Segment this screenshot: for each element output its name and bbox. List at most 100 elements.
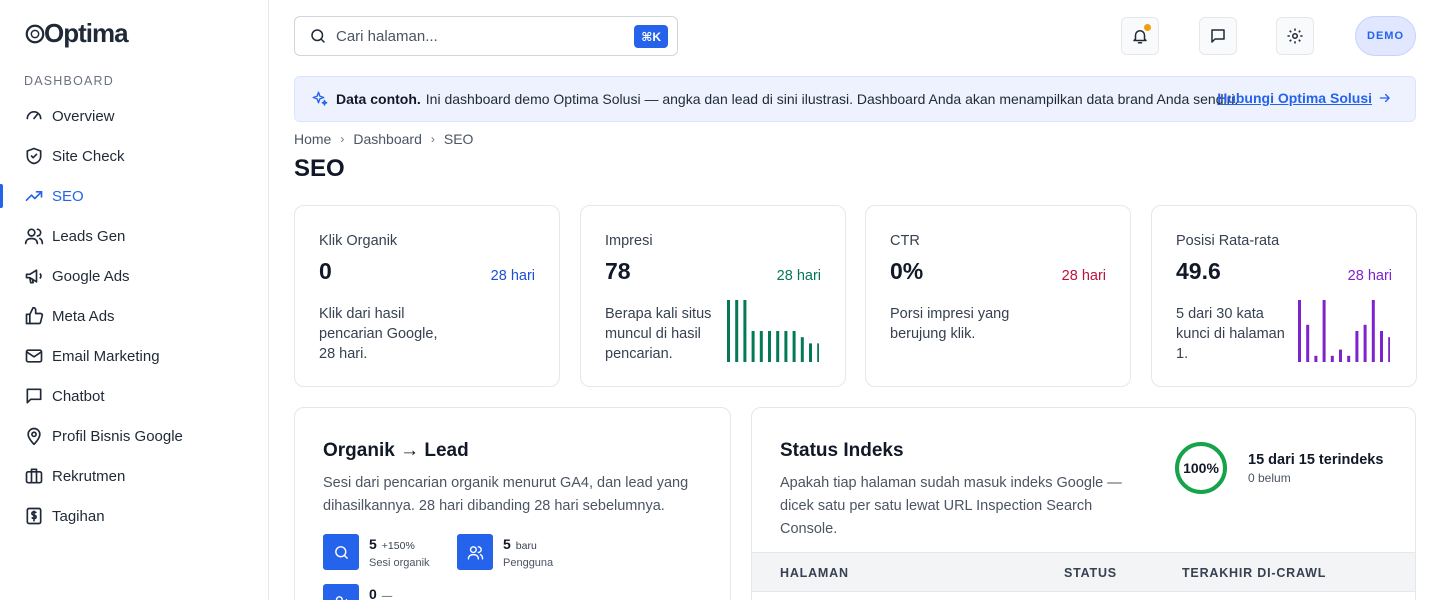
sidebar-item-google-ads[interactable]: Google Ads [0,256,268,296]
map-pin-icon [24,426,44,446]
arrow-right-icon [1379,93,1390,103]
spark-bar [735,300,739,362]
metric-value: 5 [369,536,377,552]
chat-icon [24,386,44,406]
spark-bar [759,331,763,362]
spark-bar [1314,355,1318,362]
metric-change: — [381,590,393,600]
contact-link-label: Hubungi Optima Solusi [1217,90,1372,106]
gear-icon [1287,28,1303,44]
spark-bar [1371,300,1375,362]
index-pending: 0 belum [1248,471,1291,485]
metric-change: baru [515,540,537,552]
sidebar-item-rekrutmen[interactable]: Rekrutmen [0,456,268,496]
stat-period: 28 hari [490,268,535,284]
sidebar-item-label: SEO [52,187,84,205]
sidebar-item-profil-bisnis-google[interactable]: Profil Bisnis Google [0,416,268,456]
sidebar-item-meta-ads[interactable]: Meta Ads [0,296,268,336]
metric-value: 5 [503,536,511,552]
spark-bar [1330,355,1334,362]
table-header: HALAMAN STATUS TERAKHIR DI-CRAWL [752,552,1415,592]
mail-icon [24,346,44,366]
stat-card-posisi-rata-rata: Posisi Rata-rata 49.6 28 hari 5 dari 30 … [1151,205,1417,387]
spark-bar [1380,331,1383,362]
ring-arc [1175,442,1227,494]
spark-bar [1339,349,1342,362]
spark-bar [743,300,747,362]
page-title: SEO [294,155,345,182]
sidebar: Optima DASHBOARD Overview Site Check SEO [0,0,269,600]
card-title: Organik → Lead [323,440,469,461]
desc-line: dihasilkannya. 28 hari dibanding 28 hari… [323,498,665,514]
bell-icon [1133,30,1147,44]
column-terakhir-di-crawl[interactable]: TERAKHIR DI-CRAWL [1182,566,1327,580]
search-bar[interactable]: ⌘K [294,16,678,56]
breadcrumb-home[interactable]: Home [294,131,332,147]
chevron-right-icon: › [430,132,435,146]
spark-bar [768,331,771,362]
organic-lead-card: Organik → Lead Sesi dari pencarian organ… [294,407,731,600]
trending-up-icon [24,186,44,206]
sidebar-item-label: Overview [52,107,115,125]
desc-line: Sesi dari pencarian organik menurut GA4,… [323,475,689,491]
chevron-right-icon: › [340,132,345,146]
spark-bar [809,343,812,362]
logo[interactable]: Optima [24,18,129,49]
stat-description: Berapa kali situs muncul di hasil pencar… [605,306,712,362]
column-status[interactable]: STATUS [1064,566,1117,580]
sidebar-item-chatbot[interactable]: Chatbot [0,376,268,416]
contact-link[interactable]: Hubungi Optima Solusi [1217,90,1399,106]
spark-bar [784,331,788,362]
megaphone-icon [24,266,44,286]
spark-bar [1363,324,1367,362]
stat-label: Impresi [605,233,653,249]
impresi-sparkline [727,300,819,362]
spark-bar [751,331,755,362]
metric-label: Sesi organik [369,557,430,569]
spark-bar [800,337,804,362]
sidebar-item-tagihan[interactable]: Tagihan [0,496,268,536]
sidebar-item-label: Google Ads [52,267,130,285]
posisi-sparkline [1298,300,1390,362]
stat-description: Klik dari hasil pencarian Google, 28 har… [319,306,438,362]
banner-bold: Data contoh. [336,91,421,107]
avatar[interactable]: DEMO [1355,16,1416,56]
search-icon [323,534,359,570]
sidebar-item-label: Site Check [52,147,125,165]
spark-bar [1355,331,1359,362]
metric-sesi-organik: 5 +150% Sesi organik [323,534,430,570]
stat-value: 49.6 [1176,258,1221,284]
spark-bar [1388,337,1390,362]
sidebar-item-leads-gen[interactable]: Leads Gen [0,216,268,256]
stat-card-klik-organik: Klik Organik 0 28 hari Klik dari hasil p… [294,205,560,387]
notifications-button[interactable] [1121,17,1159,55]
index-progress-ring [1175,442,1227,494]
metric-value: 0 [369,586,377,600]
stat-period: 28 hari [1061,268,1106,284]
nav-section-title: DASHBOARD [24,74,114,88]
users-icon [24,226,44,246]
settings-button[interactable] [1276,17,1314,55]
spark-bar [792,331,796,362]
sidebar-item-site-check[interactable]: Site Check [0,136,268,176]
stat-period: 28 hari [776,268,821,284]
sidebar-item-label: Chatbot [52,387,105,405]
stat-label: CTR [890,233,920,249]
demo-banner: Data contoh. Ini dashboard demo Optima S… [294,76,1416,122]
invoice-icon [24,506,44,526]
messages-button[interactable] [1199,17,1237,55]
search-input[interactable] [336,27,626,45]
metric-lead: 0— [323,584,392,600]
sidebar-item-overview[interactable]: Overview [0,96,268,136]
sidebar-item-label: Rekrutmen [52,467,126,485]
logo-text: Optima [44,18,129,48]
sparkles-icon [312,91,328,106]
sidebar-item-email-marketing[interactable]: Email Marketing [0,336,268,376]
breadcrumb: Home › Dashboard › SEO [294,131,473,147]
breadcrumb-dashboard[interactable]: Dashboard [353,131,422,147]
desc-line: Console. [780,521,838,537]
metric-pengguna: 5 baru Pengguna [457,534,553,570]
column-halaman[interactable]: HALAMAN [780,566,849,580]
spark-bar [776,331,780,362]
sidebar-item-seo[interactable]: SEO [0,176,268,216]
